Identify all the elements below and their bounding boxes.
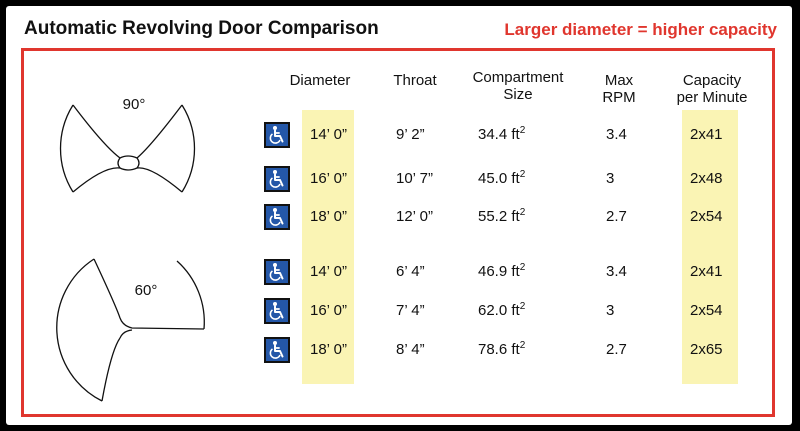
cell-capacity: 2x48	[690, 170, 723, 187]
cell-throat: 12’ 0”	[396, 208, 433, 225]
cell-throat: 10’ 7”	[396, 170, 433, 187]
wheelchair-accessible-icon	[264, 259, 290, 285]
diagram-label-90: 90°	[122, 96, 146, 113]
cell-compartment-size: 46.9 ft2	[478, 257, 525, 287]
cell-throat: 8’ 4”	[396, 341, 425, 358]
table-row: 18’ 0” 12’ 0” 55.2 ft2 2.7 2x54	[6, 202, 792, 232]
cell-max-rpm: 3.4	[606, 126, 627, 143]
header-diameter-label: Diameter	[289, 72, 351, 89]
size-value: 34.4 ft	[478, 126, 520, 143]
cell-capacity: 2x41	[690, 126, 723, 143]
wheelchair-accessible-icon	[264, 298, 290, 324]
size-exponent: 2	[519, 262, 526, 273]
cell-compartment-size: 62.0 ft2	[478, 296, 525, 326]
page-title: Automatic Revolving Door Comparison	[24, 18, 379, 39]
size-value: 62.0 ft	[478, 302, 520, 319]
cell-throat: 9’ 2”	[396, 126, 425, 143]
wheelchair-accessible-icon	[264, 204, 290, 230]
table-row: 14’ 0” 9’ 2” 34.4 ft2 3.4 2x41	[6, 120, 792, 150]
table-row: 16’ 0” 10’ 7” 45.0 ft2 3 2x48	[6, 164, 792, 194]
cell-compartment-size: 34.4 ft2	[478, 120, 525, 150]
cell-throat: 7’ 4”	[396, 302, 425, 319]
cell-compartment-size: 55.2 ft2	[478, 202, 525, 232]
cell-diameter: 18’ 0”	[310, 341, 347, 358]
cell-diameter: 14’ 0”	[310, 263, 347, 280]
cell-compartment-size: 78.6 ft2	[478, 335, 525, 365]
cell-max-rpm: 2.7	[606, 208, 627, 225]
header-throat: Throat	[380, 72, 450, 89]
cell-capacity: 2x65	[690, 341, 723, 358]
cell-diameter: 16’ 0”	[310, 302, 347, 319]
table-row: 16’ 0” 7’ 4” 62.0 ft2 3 2x54	[6, 296, 792, 326]
size-value: 78.6 ft	[478, 341, 520, 358]
size-exponent: 2	[519, 125, 526, 136]
size-value: 45.0 ft	[478, 170, 520, 187]
header-capacity: Capacity per Minute	[670, 72, 754, 106]
size-value: 55.2 ft	[478, 208, 520, 225]
header-compartment-size: Compartment Size	[458, 69, 578, 103]
content-frame	[21, 48, 775, 417]
header-rpm-line2: RPM	[602, 89, 636, 106]
cell-max-rpm: 3	[606, 302, 615, 319]
door-diagram-60	[56, 258, 205, 402]
table-row: 18’ 0” 8’ 4” 78.6 ft2 2.7 2x65	[6, 335, 792, 365]
size-exponent: 2	[519, 207, 526, 218]
wheelchair-accessible-icon	[264, 122, 290, 148]
size-value: 46.9 ft	[478, 263, 520, 280]
page-subtitle: Larger diameter = higher capacity	[504, 20, 777, 39]
header-compartment-line1: Compartment	[472, 69, 564, 86]
cell-max-rpm: 2.7	[606, 341, 627, 358]
header-max-rpm: Max RPM	[594, 72, 644, 106]
door-diagram-90	[59, 104, 196, 193]
main-panel: Automatic Revolving Door Comparison Larg…	[6, 6, 792, 425]
size-exponent: 2	[519, 169, 526, 180]
cell-diameter: 16’ 0”	[310, 170, 347, 187]
cell-diameter: 18’ 0”	[310, 208, 347, 225]
capacity-column-highlight	[682, 110, 738, 384]
header-capacity-line2: per Minute	[676, 89, 748, 106]
cell-max-rpm: 3.4	[606, 263, 627, 280]
header-diameter: Diameter	[278, 72, 362, 89]
cell-compartment-size: 45.0 ft2	[478, 164, 525, 194]
cell-capacity: 2x54	[690, 302, 723, 319]
cell-throat: 6’ 4”	[396, 263, 425, 280]
diagram-label-60: 60°	[134, 282, 158, 299]
cell-max-rpm: 3	[606, 170, 615, 187]
header-rpm-line1: Max	[604, 72, 634, 89]
cell-capacity: 2x54	[690, 208, 723, 225]
door-diagrams	[56, 104, 205, 402]
wheelchair-accessible-icon	[264, 166, 290, 192]
diameter-column-highlight	[302, 110, 354, 384]
wheelchair-accessible-icon	[264, 337, 290, 363]
table-row: 14’ 0” 6’ 4” 46.9 ft2 3.4 2x41	[6, 257, 792, 287]
header-capacity-line1: Capacity	[682, 72, 742, 89]
header-throat-label: Throat	[393, 72, 437, 89]
size-exponent: 2	[519, 301, 526, 312]
size-exponent: 2	[519, 340, 526, 351]
cell-capacity: 2x41	[690, 263, 723, 280]
header-compartment-line2: Size	[503, 86, 533, 103]
cell-diameter: 14’ 0”	[310, 126, 347, 143]
